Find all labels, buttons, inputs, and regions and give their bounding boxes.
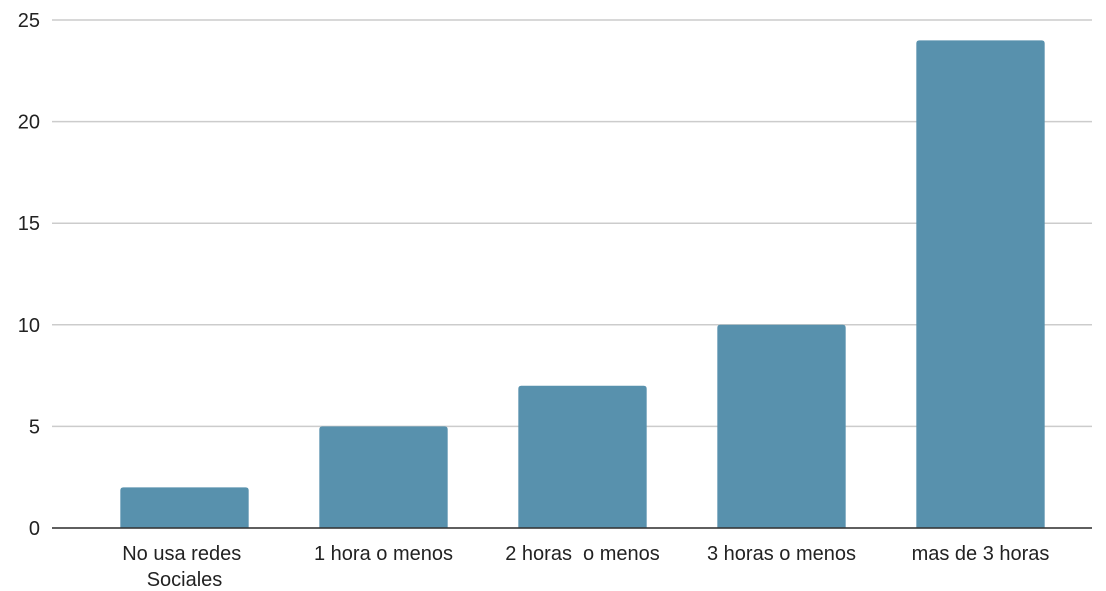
y-tick-label: 5 [29, 416, 40, 438]
x-tick-label: mas de 3 horas [912, 543, 1050, 565]
bar [319, 426, 448, 528]
y-tick-label: 20 [18, 112, 40, 134]
bar [916, 40, 1045, 528]
x-tick-label: No usa redes Sociales [122, 543, 247, 591]
x-tick-label: 3 horas o menos [707, 543, 856, 565]
y-tick-label: 15 [18, 213, 40, 235]
bar [518, 385, 647, 528]
y-tick-label: 25 [18, 10, 40, 32]
y-tick-label: 0 [29, 518, 40, 540]
y-tick-label: 10 [18, 315, 40, 337]
bar [120, 487, 249, 528]
bar [717, 324, 846, 528]
x-tick-label: 2 horas o menos [505, 543, 660, 565]
x-tick-label: 1 hora o menos [314, 543, 453, 565]
